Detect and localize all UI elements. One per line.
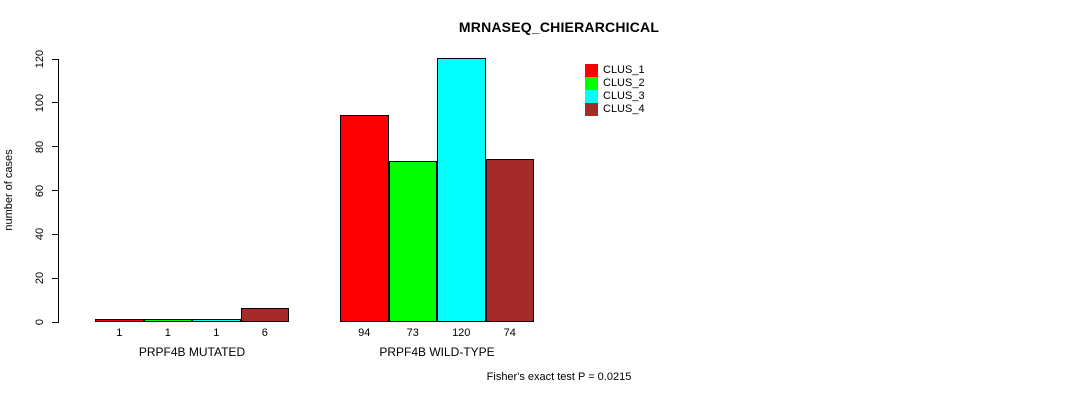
- bar-value-label: 120: [452, 327, 471, 339]
- y-axis-tick: [52, 58, 59, 60]
- legend-item: CLUS_4: [585, 103, 645, 116]
- bar-clus_1-mutated: [95, 318, 144, 322]
- bar-value-label: 1: [213, 327, 220, 339]
- legend-swatch-clus-2: [585, 77, 598, 90]
- bar-clus_4-mutated: [240, 307, 289, 322]
- bar-value-label: 1: [164, 327, 171, 339]
- y-axis-tick: [52, 102, 59, 104]
- bar-value-label: 73: [406, 327, 419, 339]
- bar-clus_3-wild-type: [437, 58, 486, 322]
- legend-label: CLUS_2: [603, 77, 645, 89]
- legend-item: CLUS_1: [585, 64, 645, 77]
- legend-swatch-clus-1: [585, 64, 598, 77]
- y-axis-tick: [52, 277, 59, 279]
- y-axis-tick: [52, 190, 59, 191]
- bar-clus_4-wild-type: [485, 158, 534, 322]
- bar-clus_2-wild-type: [388, 161, 437, 322]
- y-axis-tick-label: 0: [34, 318, 46, 326]
- y-axis-tick-label: 120: [34, 49, 46, 69]
- legend-item: CLUS_2: [585, 77, 645, 90]
- x-axis-group-label: PRPF4B MUTATED: [138, 345, 246, 359]
- y-axis-tick-label: 60: [34, 184, 46, 197]
- y-axis-tick-label: 20: [34, 272, 46, 285]
- x-axis-group-label: PRPF4B WILD-TYPE: [379, 345, 495, 359]
- bar-value-label: 6: [261, 327, 268, 339]
- bar-clus_2-mutated: [143, 318, 192, 322]
- y-axis-tick-label: 100: [34, 93, 46, 113]
- legend: CLUS_1 CLUS_2 CLUS_3 CLUS_4: [585, 64, 645, 116]
- y-axis-line: [58, 59, 59, 323]
- legend-label: CLUS_3: [603, 90, 645, 102]
- y-axis-tick-label: 40: [34, 228, 46, 241]
- legend-swatch-clus-4: [585, 103, 598, 116]
- legend-swatch-clus-3: [585, 90, 598, 103]
- legend-label: CLUS_4: [603, 103, 645, 115]
- y-axis-label: number of cases: [3, 149, 15, 231]
- bar-value-label: 94: [358, 327, 371, 339]
- bar-clus_3-mutated: [192, 318, 241, 322]
- y-axis-tick-label: 80: [34, 140, 46, 153]
- bar-value-label: 74: [503, 327, 516, 339]
- y-axis-tick: [52, 146, 59, 148]
- legend-item: CLUS_3: [585, 90, 645, 103]
- bar-clus_1-wild-type: [340, 114, 389, 322]
- chart-title: MRNASEQ_CHIERARCHICAL: [458, 19, 660, 35]
- legend-label: CLUS_1: [603, 64, 645, 76]
- bar-value-label: 1: [116, 327, 123, 339]
- annotation-fisher-test: Fisher's exact test P = 0.0215: [486, 371, 632, 383]
- y-axis-tick: [52, 233, 59, 235]
- y-axis-tick: [52, 321, 59, 323]
